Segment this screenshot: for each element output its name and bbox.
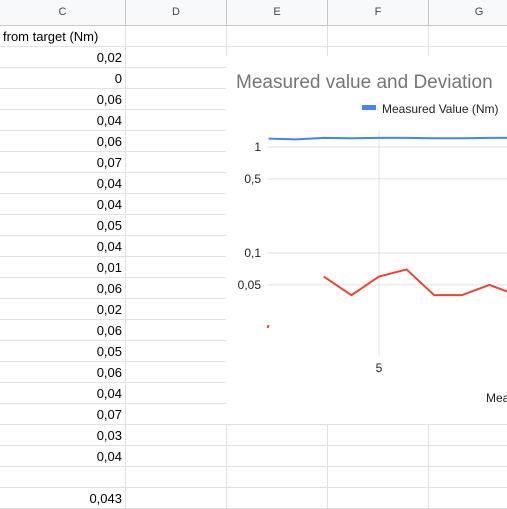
cell[interactable] xyxy=(227,446,328,467)
x-tick-label: 5 xyxy=(376,361,383,375)
chart-canvas: Measured value and Deviation Measured Va… xyxy=(236,72,507,405)
cell-c[interactable]: 0,04 xyxy=(0,194,126,215)
cell[interactable] xyxy=(126,194,227,215)
cell[interactable] xyxy=(126,215,227,236)
cell[interactable] xyxy=(126,110,227,131)
cell[interactable] xyxy=(126,47,227,68)
cell-c[interactable]: 0,04 xyxy=(0,446,126,467)
cell[interactable] xyxy=(126,173,227,194)
cell[interactable] xyxy=(227,26,328,47)
cell[interactable] xyxy=(429,467,507,488)
cell-c[interactable]: 0,043 xyxy=(0,488,126,509)
cell[interactable] xyxy=(126,152,227,173)
cell-c[interactable]: 0,07 xyxy=(0,152,126,173)
legend-label-measured: Measured Value (Nm) xyxy=(382,102,498,116)
y-tick-label: 0,5 xyxy=(244,172,261,186)
column-header-f[interactable]: F xyxy=(328,0,429,25)
cell-c[interactable]: 0,04 xyxy=(0,383,126,404)
cell[interactable] xyxy=(227,488,328,509)
cell[interactable] xyxy=(126,467,227,488)
x-axis-label: Mea xyxy=(486,391,507,405)
cell[interactable] xyxy=(126,425,227,446)
cell[interactable] xyxy=(126,278,227,299)
cell[interactable] xyxy=(227,467,328,488)
cell[interactable] xyxy=(126,26,227,47)
cell-c[interactable]: 0,01 xyxy=(0,257,126,278)
cell-c[interactable]: 0,06 xyxy=(0,131,126,152)
cell-c[interactable]: 0,04 xyxy=(0,236,126,257)
y-tick-label: 1 xyxy=(254,140,261,154)
table-row: 0,043 xyxy=(0,488,507,509)
y-tick-label: 0,05 xyxy=(238,278,262,292)
series-line-deviation xyxy=(323,268,507,297)
cell-c[interactable]: 0,04 xyxy=(0,173,126,194)
cell[interactable] xyxy=(328,488,429,509)
cell[interactable] xyxy=(126,362,227,383)
y-axis-ticks: 1 0,5 0,1 0,05 xyxy=(238,140,262,292)
cell[interactable] xyxy=(126,404,227,425)
cell[interactable] xyxy=(126,488,227,509)
chart-series xyxy=(266,136,507,329)
table-row xyxy=(0,467,507,488)
cell-c[interactable]: 0,07 xyxy=(0,404,126,425)
cell-c[interactable]: 0,04 xyxy=(0,110,126,131)
cell[interactable] xyxy=(126,341,227,362)
column-header-d[interactable]: D xyxy=(126,0,227,25)
table-row: from target (Nm) xyxy=(0,26,507,47)
cell-c[interactable]: 0 xyxy=(0,68,126,89)
cell[interactable] xyxy=(429,425,507,446)
cell-c[interactable]: 0,03 xyxy=(0,425,126,446)
column-header-row: C D E F G xyxy=(0,0,507,26)
embedded-chart[interactable]: Measured value and Deviation Measured Va… xyxy=(226,56,507,424)
cell[interactable] xyxy=(429,446,507,467)
column-header-g[interactable]: G xyxy=(429,0,507,25)
chart-title: Measured value and Deviation xyxy=(236,72,493,93)
cell[interactable] xyxy=(126,257,227,278)
cell[interactable] xyxy=(328,467,429,488)
cell[interactable] xyxy=(126,383,227,404)
cell-c[interactable]: 0,05 xyxy=(0,341,126,362)
cell[interactable] xyxy=(126,68,227,89)
cell[interactable] xyxy=(429,26,507,47)
column-header-c[interactable]: C xyxy=(0,0,126,25)
cell-c[interactable]: 0,02 xyxy=(0,47,126,68)
cell-c[interactable]: from target (Nm) xyxy=(0,26,126,47)
cell[interactable] xyxy=(328,446,429,467)
cell-c[interactable]: 0,05 xyxy=(0,215,126,236)
cell-c[interactable]: 0,06 xyxy=(0,320,126,341)
table-row: 0,04 xyxy=(0,446,507,467)
legend-swatch-measured xyxy=(362,105,376,110)
cell[interactable] xyxy=(126,131,227,152)
cell-c[interactable]: 0,02 xyxy=(0,299,126,320)
cell-c[interactable]: 0,06 xyxy=(0,89,126,110)
cell[interactable] xyxy=(126,89,227,110)
column-header-e[interactable]: E xyxy=(227,0,328,25)
cell[interactable] xyxy=(429,488,507,509)
cell[interactable] xyxy=(328,26,429,47)
cell-c[interactable]: 0,06 xyxy=(0,278,126,299)
y-tick-label: 0,1 xyxy=(244,246,261,260)
table-row: 0,03 xyxy=(0,425,507,446)
cell[interactable] xyxy=(126,320,227,341)
cell-c[interactable] xyxy=(0,467,126,488)
cell[interactable] xyxy=(126,446,227,467)
cell-c[interactable]: 0,06 xyxy=(0,362,126,383)
cell[interactable] xyxy=(227,425,328,446)
cell[interactable] xyxy=(126,236,227,257)
series-point-isolated xyxy=(266,324,270,329)
chart-gridlines xyxy=(268,131,507,356)
cell[interactable] xyxy=(126,299,227,320)
cell[interactable] xyxy=(328,425,429,446)
series-line-measured xyxy=(268,136,507,141)
